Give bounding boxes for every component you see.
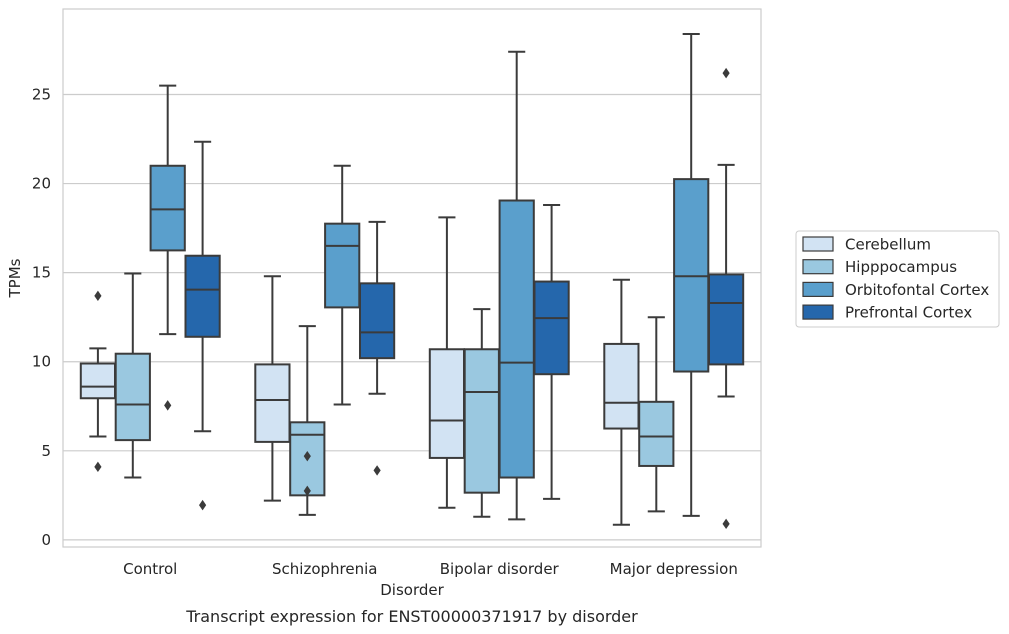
box-body <box>114 352 151 442</box>
legend-frame <box>795 230 1000 328</box>
box-body <box>533 280 570 376</box>
outlier-point <box>164 400 172 411</box>
box-group <box>289 325 326 516</box>
legend-items: Cerebellum Hipppocampus Orbitofontal Corte… <box>802 236 989 322</box>
legend: Cerebellum Hipppocampus Orbitofontal Corte… <box>795 230 1000 328</box>
box-group <box>428 216 466 509</box>
box-body <box>428 348 466 459</box>
y-tick-label: 20 <box>32 175 51 193</box>
legend-label: Prefrontal Cortex <box>845 304 972 322</box>
outlier-point <box>722 518 730 530</box>
box-group <box>79 290 117 473</box>
y-tick-label: 5 <box>41 442 51 460</box>
series-prefrontal-cortex <box>184 67 745 530</box>
box-body <box>707 273 745 366</box>
box-body <box>254 363 291 443</box>
series-cerebellum <box>79 216 640 526</box>
box-body <box>638 400 675 467</box>
box-body <box>184 254 221 338</box>
box-body <box>324 222 361 309</box>
box-body <box>149 164 186 252</box>
box-group <box>603 278 640 526</box>
box-group <box>463 308 500 518</box>
x-tick-label: Major depression <box>610 560 738 578</box>
box-body <box>358 282 396 360</box>
legend-swatch <box>802 236 834 252</box>
y-tick-label: 25 <box>32 86 51 104</box>
y-axis-label: TPMs <box>6 258 24 298</box>
box-group <box>254 275 291 502</box>
box-group <box>149 84 186 411</box>
legend-label: Orbitofontal Cortex <box>845 281 989 299</box>
legend-swatch <box>802 259 834 275</box>
x-tick-label: Control <box>123 560 177 578</box>
outlier-point <box>303 485 311 497</box>
box-group <box>533 203 570 500</box>
x-axis-label: Disorder <box>380 581 444 599</box>
box-body <box>498 199 535 479</box>
box-group <box>707 67 745 530</box>
box-series <box>79 32 745 530</box>
series-hipppocampus <box>114 272 675 518</box>
legend-swatch <box>802 281 834 297</box>
box-group <box>184 140 221 511</box>
x-tick-label: Bipolar disorder <box>440 560 560 578</box>
y-tick-label: 0 <box>41 531 51 549</box>
outlier-point <box>94 461 102 473</box>
legend-label: Cerebellum <box>845 236 931 254</box>
legend-label: Hipppocampus <box>845 258 957 276</box>
x-tick-labels: Control Schizophrenia Bipolar disorder Majo… <box>123 560 738 578</box>
outlier-point <box>199 499 207 511</box>
y-tick-label: 10 <box>32 353 51 371</box>
chart-caption: Transcript expression for ENST0000037191… <box>185 607 638 626</box>
y-tick-label: 15 <box>32 264 51 282</box>
outlier-point <box>303 450 311 462</box>
plot-frame <box>62 8 762 548</box>
outlier-point <box>722 67 730 79</box>
legend-swatch <box>802 304 834 320</box>
box-body <box>79 362 117 400</box>
outlier-point <box>94 290 102 302</box>
box-group <box>498 50 535 521</box>
box-group <box>114 272 151 479</box>
y-tick-labels: 0 5 10 15 20 25 <box>32 86 51 549</box>
box-group <box>638 316 675 513</box>
x-tick-label: Schizophrenia <box>272 560 377 578</box>
box-group <box>358 220 396 476</box>
outlier-point <box>373 465 381 476</box>
box-body <box>463 348 500 494</box>
box-group <box>324 164 361 406</box>
box-group <box>673 32 710 517</box>
box-body <box>603 342 640 430</box>
